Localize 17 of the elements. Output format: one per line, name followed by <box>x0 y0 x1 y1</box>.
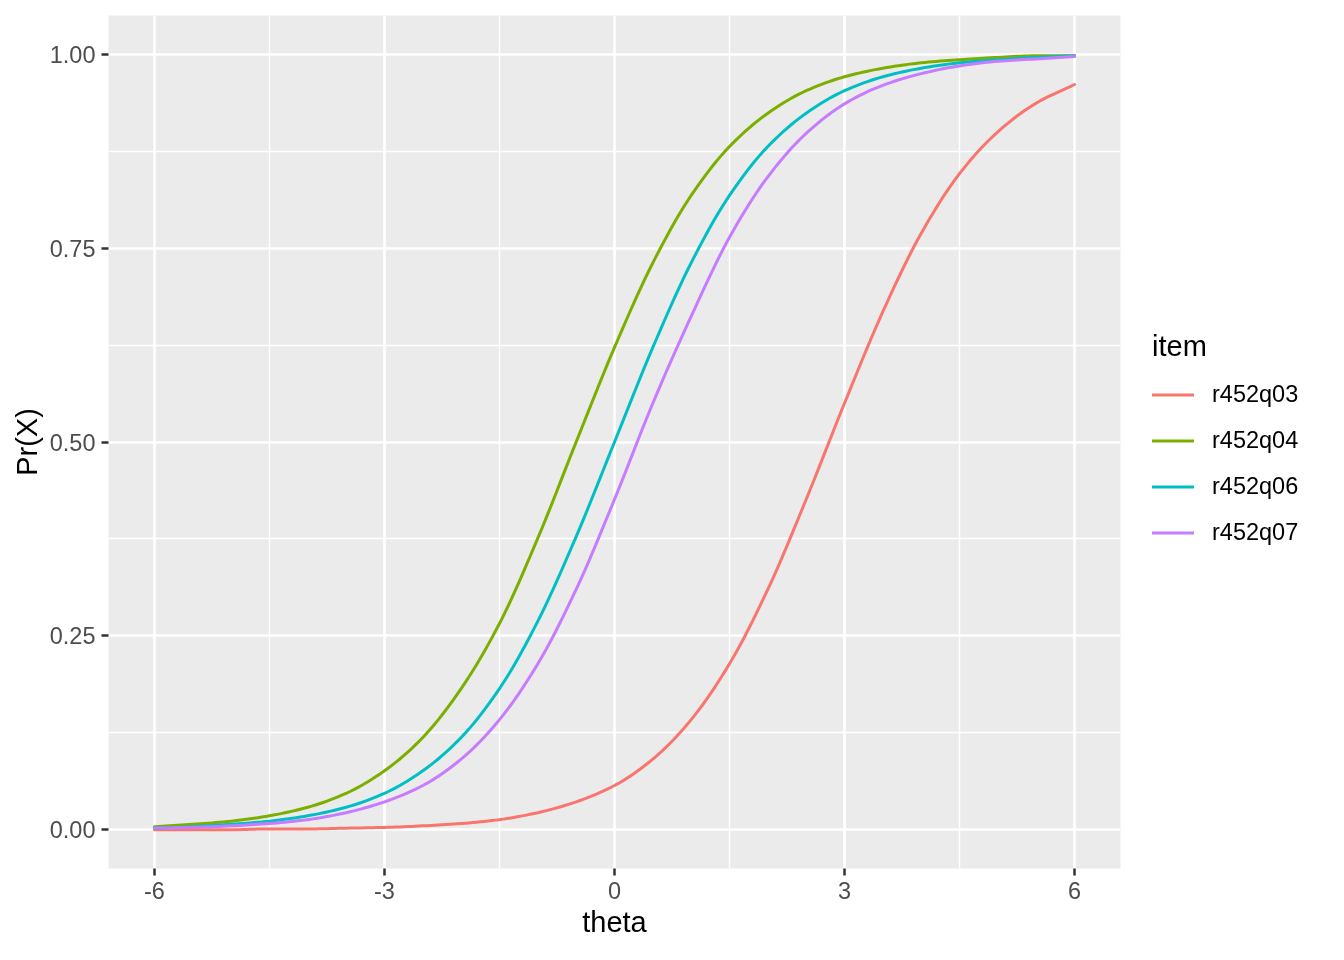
y-axis-title: Pr(X) <box>10 408 43 476</box>
legend-label: r452q06 <box>1212 471 1299 501</box>
y-tick-label: 0.00 <box>49 817 96 844</box>
x-tick-label: -3 <box>374 877 395 904</box>
x-tick-label: 0 <box>607 877 622 904</box>
x-axis-title: theta <box>582 905 648 938</box>
y-tick-label: 0.75 <box>49 235 96 262</box>
x-tick-label: 3 <box>837 877 852 904</box>
x-tick-label: 6 <box>1067 877 1082 904</box>
legend-title: item <box>1152 329 1208 363</box>
legend-label: r452q07 <box>1212 517 1299 547</box>
legend-label: r452q04 <box>1212 425 1299 455</box>
x-tick-label: -6 <box>144 877 165 904</box>
y-tick-label: 1.00 <box>49 41 96 68</box>
y-tick-label: 0.50 <box>49 429 96 456</box>
y-tick-label: 0.25 <box>49 623 96 650</box>
legend-label: r452q03 <box>1212 379 1299 409</box>
